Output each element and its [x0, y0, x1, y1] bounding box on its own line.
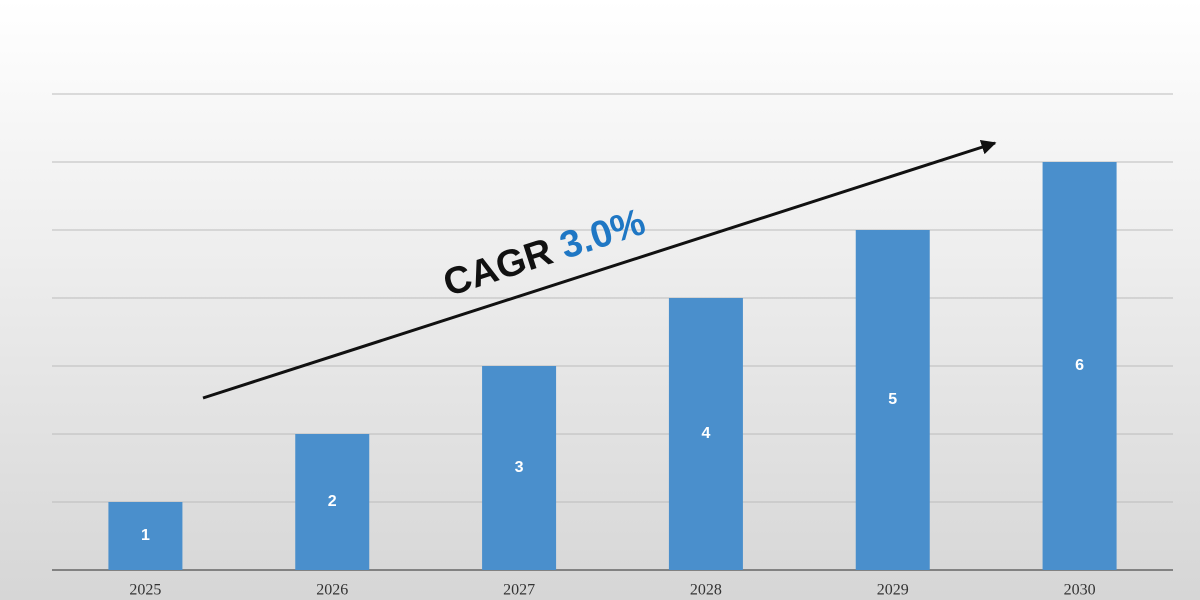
x-tick-label: 2029: [877, 582, 909, 599]
value-label: 2: [328, 493, 337, 510]
bar: [108, 502, 183, 570]
value-label: 6: [1075, 357, 1084, 374]
x-tick-label: 2030: [1064, 582, 1096, 599]
value-label: 1: [141, 527, 150, 544]
trend-arrow: [202, 139, 997, 400]
bar: [855, 230, 930, 570]
bar: [668, 298, 743, 570]
bar: [1042, 162, 1117, 570]
x-tick-label: 2026: [316, 582, 348, 599]
value-label: 3: [515, 459, 524, 476]
x-tick-label: 2028: [690, 582, 722, 599]
x-tick-label: 2027: [503, 582, 535, 599]
bar: [295, 434, 370, 570]
bars: 1 2025 2 2026 3 2027 4 2028 5 2029 6 2030: [108, 162, 1117, 599]
bar: [482, 366, 557, 570]
x-tick-label: 2025: [129, 582, 161, 599]
value-label: 5: [888, 391, 897, 408]
grid: [52, 93, 1173, 571]
value-label: 4: [701, 425, 710, 442]
